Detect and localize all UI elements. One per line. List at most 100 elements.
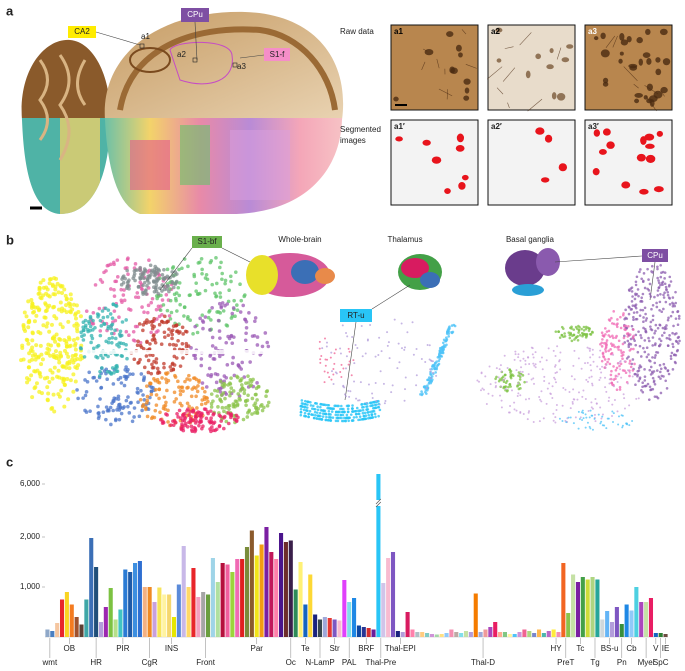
point	[546, 387, 549, 390]
neuron	[600, 32, 606, 40]
point	[147, 281, 151, 285]
point	[162, 395, 167, 399]
point	[347, 363, 350, 366]
point	[659, 377, 662, 380]
point	[617, 372, 621, 376]
point	[208, 427, 212, 431]
neuron	[593, 36, 599, 41]
point	[86, 327, 90, 332]
point	[628, 371, 631, 374]
point	[638, 270, 641, 274]
point	[218, 291, 222, 295]
point	[98, 369, 102, 374]
point	[661, 283, 664, 286]
point	[641, 390, 645, 394]
point	[508, 382, 512, 386]
bar	[366, 628, 371, 637]
point	[553, 376, 556, 379]
bar	[498, 632, 503, 637]
point	[214, 256, 218, 260]
point	[160, 312, 164, 317]
point	[109, 287, 113, 291]
point	[632, 315, 635, 319]
point	[374, 355, 377, 358]
point	[127, 307, 131, 311]
point	[44, 324, 49, 329]
point	[644, 330, 648, 334]
point	[498, 378, 502, 381]
point	[571, 401, 574, 404]
point	[242, 391, 247, 396]
point	[146, 358, 151, 363]
point	[207, 308, 212, 313]
point	[520, 366, 523, 369]
point	[121, 406, 125, 410]
point	[160, 376, 164, 380]
bar	[376, 474, 381, 637]
point	[210, 344, 215, 348]
point	[516, 394, 519, 397]
bar	[425, 633, 430, 637]
neuron	[561, 57, 570, 63]
point	[157, 322, 162, 327]
point	[140, 404, 145, 409]
point	[625, 357, 629, 360]
point	[659, 370, 662, 374]
point	[199, 256, 204, 261]
point	[386, 344, 389, 347]
point	[91, 346, 96, 351]
point	[222, 374, 227, 378]
point	[78, 314, 83, 319]
point	[613, 399, 616, 402]
point	[322, 403, 326, 407]
group-label: Thal-D	[471, 658, 495, 667]
axis-break	[375, 498, 382, 505]
point	[82, 355, 87, 359]
point	[34, 313, 39, 318]
point	[106, 308, 111, 312]
point	[619, 359, 622, 362]
point	[378, 403, 381, 406]
group-label: Myel	[638, 658, 655, 667]
point	[121, 341, 126, 346]
point	[214, 294, 219, 298]
point	[183, 379, 187, 384]
point	[120, 320, 125, 324]
point	[568, 391, 571, 394]
point	[81, 320, 86, 325]
point	[656, 326, 660, 330]
point	[584, 327, 588, 331]
point	[154, 307, 159, 312]
point	[208, 409, 213, 413]
segment	[640, 136, 647, 145]
point	[648, 385, 652, 389]
point	[122, 298, 127, 303]
point	[501, 379, 504, 382]
point	[94, 379, 99, 383]
point	[434, 371, 437, 374]
point	[404, 376, 407, 379]
point	[508, 368, 511, 372]
point	[616, 380, 619, 383]
point	[522, 350, 525, 353]
point	[32, 319, 37, 324]
point	[351, 335, 354, 338]
point	[647, 398, 651, 401]
point	[670, 351, 674, 355]
point	[481, 387, 484, 390]
point	[329, 356, 332, 359]
point	[158, 308, 163, 313]
point	[117, 315, 121, 319]
point	[218, 379, 223, 384]
point	[390, 391, 393, 394]
point	[136, 295, 141, 300]
bar	[644, 602, 649, 637]
point	[165, 319, 169, 324]
point	[590, 414, 593, 417]
point	[318, 411, 322, 415]
point	[630, 362, 634, 366]
point	[224, 419, 229, 424]
point	[647, 339, 651, 343]
point	[651, 318, 655, 322]
point	[155, 296, 159, 301]
